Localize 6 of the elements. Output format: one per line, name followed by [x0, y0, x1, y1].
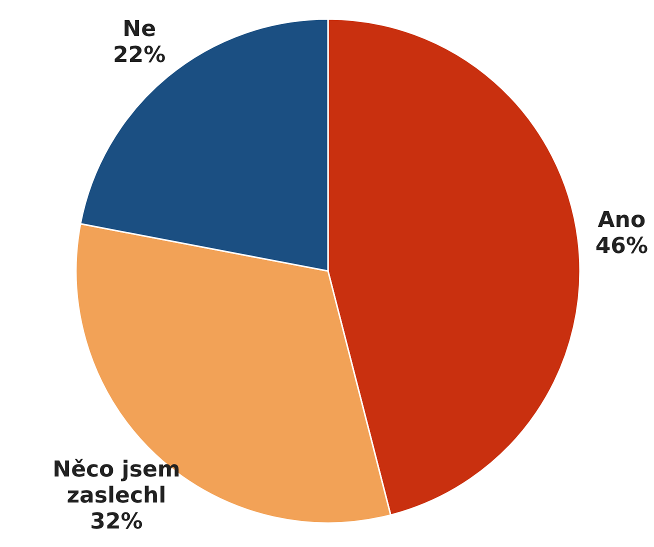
data-label: 46% — [595, 234, 648, 259]
data-label: 32% — [90, 509, 143, 534]
slice-label: Ne — [122, 16, 156, 42]
data-label: 22% — [112, 42, 166, 68]
slice-label: Něco jsem zaslechl — [52, 457, 180, 508]
slice-label: Ano — [598, 208, 646, 233]
